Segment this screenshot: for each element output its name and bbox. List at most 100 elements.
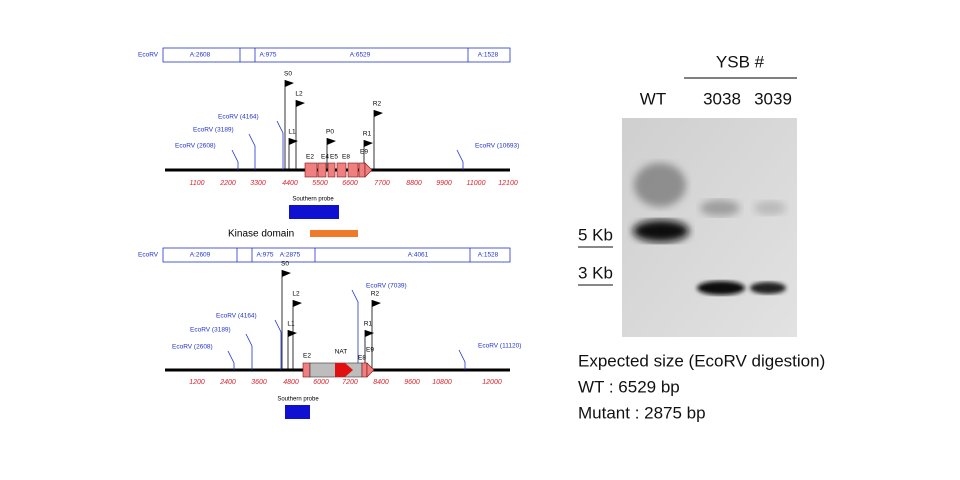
label: EcoRV (2608) <box>175 143 216 150</box>
label: 7200 <box>342 379 358 386</box>
exon-arrow <box>364 162 373 178</box>
label: A:2609 <box>190 252 211 259</box>
label: E2 <box>303 353 311 360</box>
label: P0 <box>326 129 334 136</box>
site-line <box>458 349 466 370</box>
label: A:1528 <box>478 252 499 259</box>
label: A:2608 <box>190 52 211 59</box>
label: S0 <box>281 261 289 268</box>
label: 3300 <box>250 180 266 187</box>
label: Mutant : 2875 bp <box>578 403 706 422</box>
label: L1 <box>288 129 296 136</box>
label: EcoRV (4164) <box>216 313 257 320</box>
label: A:1528 <box>478 52 499 59</box>
band <box>750 282 786 294</box>
label: A:2875 <box>280 252 301 259</box>
band <box>700 200 740 216</box>
label: L2 <box>295 91 303 98</box>
kinase-domain <box>310 230 358 237</box>
primer-flag <box>285 80 294 87</box>
primer-flag <box>288 330 297 337</box>
primer-flag <box>364 140 373 147</box>
exon-arrow <box>366 362 375 378</box>
label: A:4061 <box>408 252 429 259</box>
label: 4800 <box>283 379 299 386</box>
site-line <box>456 149 464 170</box>
label: 4400 <box>282 180 298 187</box>
label: E8 <box>358 355 366 362</box>
label: R1 <box>364 321 373 328</box>
site-line <box>351 289 359 370</box>
label: NAT <box>335 349 348 356</box>
blot-bands <box>633 163 786 295</box>
exon <box>336 162 347 178</box>
primer-flag <box>282 270 291 277</box>
label: 1200 <box>189 379 205 386</box>
label: 3039 <box>754 89 792 108</box>
label: A:975 <box>260 52 277 59</box>
band <box>697 281 745 295</box>
label: A:6529 <box>350 52 371 59</box>
label: EcoRV (2608) <box>172 344 213 351</box>
label: WT <box>640 89 666 108</box>
exon <box>304 162 318 178</box>
label: 11000 <box>467 180 486 187</box>
exon <box>317 162 327 178</box>
label: S0 <box>284 71 292 78</box>
site-line <box>274 319 282 370</box>
label: 12100 <box>498 180 518 187</box>
exon <box>361 362 368 378</box>
label: 1100 <box>189 180 204 187</box>
probe <box>289 205 339 219</box>
label: A:975 <box>257 252 274 259</box>
label: R2 <box>371 291 380 298</box>
band <box>754 201 786 215</box>
label: 5500 <box>312 180 328 187</box>
nat-arrow <box>335 363 353 377</box>
label: EcoRV <box>138 252 159 259</box>
label: WT : 6529 bp <box>578 377 680 396</box>
site-line <box>276 120 284 170</box>
label: 6000 <box>313 379 329 386</box>
band <box>633 220 689 242</box>
label: E5 <box>330 154 338 161</box>
label: EcoRV (11120) <box>478 343 521 350</box>
exon <box>302 362 311 378</box>
label: E9 <box>360 149 368 156</box>
label: E8 <box>342 154 350 161</box>
primer-flag <box>374 110 383 117</box>
label: E9 <box>366 347 374 354</box>
primer-flag <box>372 300 381 307</box>
label: EcoRV (4164) <box>218 114 259 121</box>
label: 3038 <box>703 89 741 108</box>
label: E2 <box>306 154 314 161</box>
label: EcoRV (3189) <box>190 327 231 334</box>
primer-flag <box>289 138 298 145</box>
label: 9900 <box>436 180 452 187</box>
restriction-bar <box>162 47 511 63</box>
exon <box>327 162 336 178</box>
label: EcoRV <box>138 52 159 59</box>
label: 3600 <box>251 379 267 386</box>
label: 9600 <box>404 379 420 386</box>
label: Southern probe <box>292 197 334 203</box>
label: 8800 <box>406 180 422 187</box>
band <box>634 163 686 207</box>
site-line <box>227 350 235 370</box>
label: 2400 <box>219 379 236 386</box>
label: 12000 <box>482 379 502 386</box>
site-line <box>248 133 256 170</box>
label: E4 <box>321 154 329 161</box>
label: 5 Kb <box>578 225 613 244</box>
probe <box>285 405 310 419</box>
exon <box>347 162 359 178</box>
primer-flag <box>327 138 336 145</box>
label: EcoRV (3189) <box>193 127 234 134</box>
primer-flag <box>365 330 374 337</box>
label: EcoRV (7039) <box>366 283 407 290</box>
exon <box>358 162 366 178</box>
restriction-bar <box>162 247 511 263</box>
label: 3 Kb <box>578 263 613 282</box>
site-line <box>245 333 253 370</box>
label: 8400 <box>373 379 389 386</box>
